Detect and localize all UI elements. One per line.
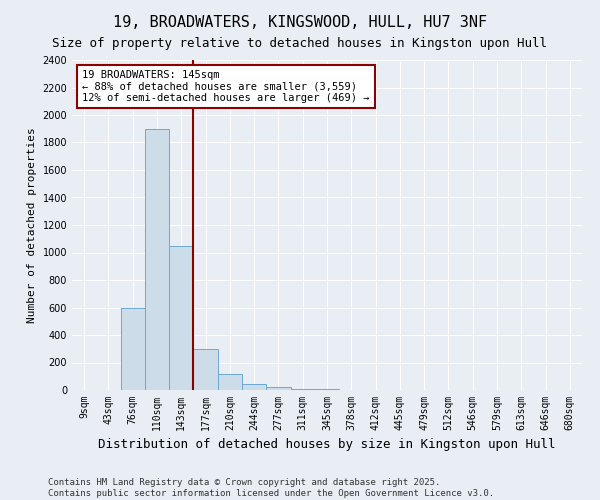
Bar: [218, 374, 242, 390]
Bar: [290, 388, 315, 390]
Bar: [121, 308, 145, 390]
Text: 19 BROADWATERS: 145sqm
← 88% of detached houses are smaller (3,559)
12% of semi-: 19 BROADWATERS: 145sqm ← 88% of detached…: [82, 70, 370, 103]
Text: Contains HM Land Registry data © Crown copyright and database right 2025.
Contai: Contains HM Land Registry data © Crown c…: [48, 478, 494, 498]
Bar: [266, 387, 290, 390]
Bar: [145, 128, 169, 390]
Y-axis label: Number of detached properties: Number of detached properties: [27, 127, 37, 323]
X-axis label: Distribution of detached houses by size in Kingston upon Hull: Distribution of detached houses by size …: [98, 438, 556, 452]
Bar: [169, 246, 193, 390]
Bar: [193, 349, 218, 390]
Text: Size of property relative to detached houses in Kingston upon Hull: Size of property relative to detached ho…: [53, 38, 548, 51]
Text: 19, BROADWATERS, KINGSWOOD, HULL, HU7 3NF: 19, BROADWATERS, KINGSWOOD, HULL, HU7 3N…: [113, 15, 487, 30]
Bar: [242, 384, 266, 390]
